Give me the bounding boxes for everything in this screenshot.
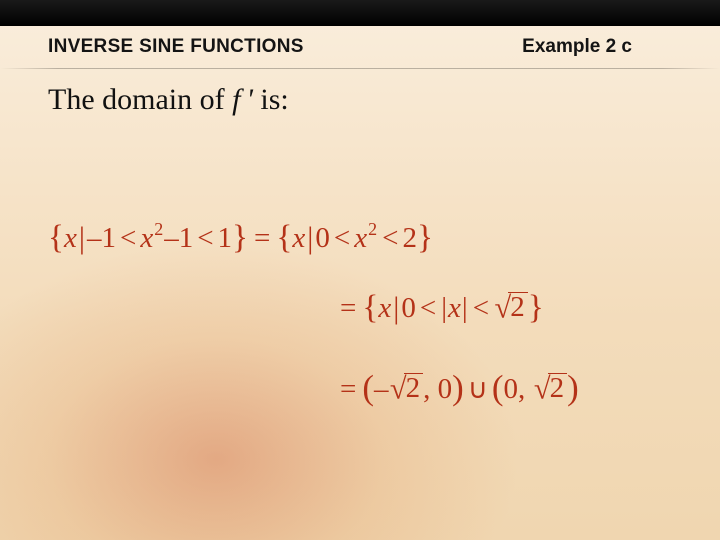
radicand: 2 xyxy=(548,373,568,403)
x: x xyxy=(140,222,153,254)
math-line-1: {x|–1<x2–1<1}={x|0<x2<2} xyxy=(48,220,433,253)
neg1: –1 xyxy=(87,222,116,254)
sup2: 2 xyxy=(367,219,378,239)
brace-close: } xyxy=(528,289,544,326)
var-x: x xyxy=(292,222,305,254)
var-x: x xyxy=(64,222,77,254)
section-title: INVERSE SINE FUNCTIONS xyxy=(48,36,522,58)
brace-close: } xyxy=(232,219,248,256)
brace-close: } xyxy=(417,219,433,256)
abs-open: | xyxy=(440,292,448,324)
zero-comma: 0, xyxy=(503,373,532,405)
one: 1 xyxy=(218,222,233,254)
radicand: 2 xyxy=(404,373,424,403)
lt: < xyxy=(378,222,402,254)
comma-zero: , 0 xyxy=(423,373,452,405)
sqrt2: √2 xyxy=(532,373,567,404)
paren-close: ) xyxy=(567,368,579,407)
set-bar: | xyxy=(77,221,87,255)
math-line-2: ={x|0<|x|<√2} xyxy=(334,290,544,323)
equals: = xyxy=(334,373,362,405)
sqrt2: √2 xyxy=(388,373,423,404)
equals: = xyxy=(334,292,362,324)
intro-suffix: is: xyxy=(253,83,289,116)
var-x: x xyxy=(378,292,391,324)
lt: < xyxy=(469,292,493,324)
brace-open: { xyxy=(48,219,64,256)
top-black-bar xyxy=(0,0,720,26)
set-bar: | xyxy=(391,291,401,325)
brace-open: { xyxy=(276,219,292,256)
lt: < xyxy=(193,222,217,254)
paren-open: ( xyxy=(492,368,504,407)
x: x xyxy=(354,222,367,254)
brace-open: { xyxy=(362,289,378,326)
zero: 0 xyxy=(315,222,330,254)
zero: 0 xyxy=(401,292,416,324)
sqrt2: √2 xyxy=(493,292,528,323)
intro-prefix: The domain of xyxy=(48,83,232,116)
two: 2 xyxy=(402,222,417,254)
lt: < xyxy=(330,222,354,254)
abs-close: | xyxy=(461,292,469,324)
minus1: –1 xyxy=(164,222,193,254)
example-label: Example 2 c xyxy=(522,36,672,58)
set-bar: | xyxy=(305,221,315,255)
header-row: INVERSE SINE FUNCTIONS Example 2 c xyxy=(0,26,720,66)
union: ∪ xyxy=(464,373,492,404)
intro-var: f ' xyxy=(232,83,253,116)
radicand: 2 xyxy=(508,292,528,322)
paren-close: ) xyxy=(452,368,464,407)
intro-text: The domain of f ' is: xyxy=(0,69,720,117)
neg: – xyxy=(374,373,389,405)
equals: = xyxy=(248,222,276,254)
math-line-3: =(–√2, 0)∪(0, √2) xyxy=(334,370,579,405)
lt: < xyxy=(116,222,140,254)
var-x: x xyxy=(448,292,461,324)
lt: < xyxy=(416,292,440,324)
paren-open: ( xyxy=(362,368,374,407)
sup2: 2 xyxy=(153,219,164,239)
